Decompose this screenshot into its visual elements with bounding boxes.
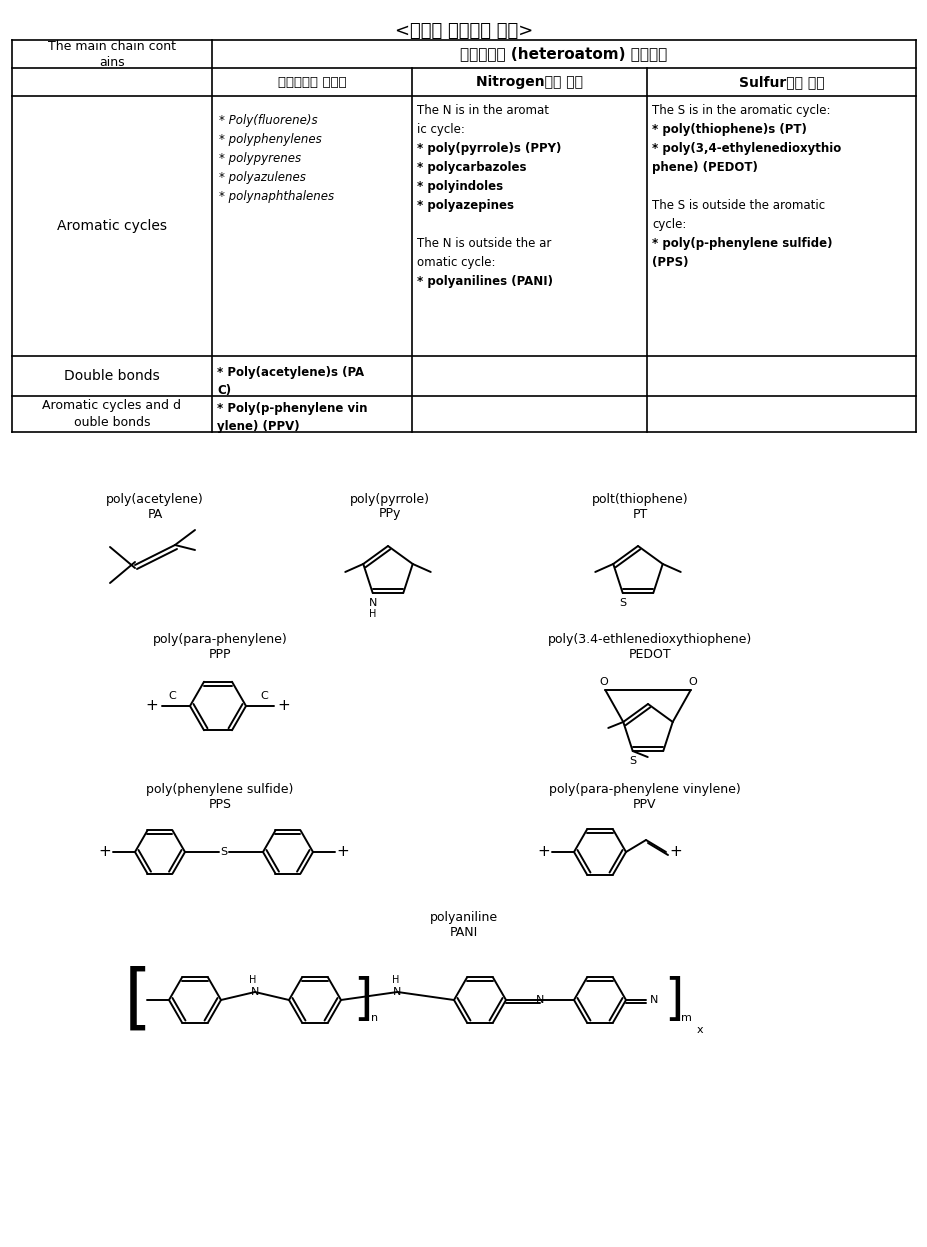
Text: Aromatic cycles: Aromatic cycles <box>57 219 167 233</box>
Text: * poly(3,4-ethylenedioxythio: * poly(3,4-ethylenedioxythio <box>652 142 841 155</box>
Text: * Poly(fluorene)s: * Poly(fluorene)s <box>219 113 317 127</box>
Text: PPy: PPy <box>378 508 400 520</box>
Text: * poly(p-phenylene sulfide): * poly(p-phenylene sulfide) <box>652 237 832 249</box>
Text: N: N <box>250 986 259 998</box>
Text: * polyanilines (PANI): * polyanilines (PANI) <box>416 276 552 288</box>
Text: N: N <box>368 599 376 609</box>
Text: N: N <box>535 995 543 1005</box>
Text: +: + <box>277 698 290 713</box>
Text: Nitrogen원자 포함: Nitrogen원자 포함 <box>476 75 582 89</box>
Text: * Poly(p-phenylene vin: * Poly(p-phenylene vin <box>217 402 367 415</box>
Text: m: m <box>679 1013 691 1023</box>
Text: poly(para-phenylene vinylene): poly(para-phenylene vinylene) <box>549 783 740 797</box>
Text: S: S <box>629 756 636 766</box>
Text: The main chain cont
ains: The main chain cont ains <box>48 40 176 69</box>
Text: H: H <box>249 975 257 985</box>
Text: N: N <box>649 995 657 1005</box>
Text: cycle:: cycle: <box>652 218 686 231</box>
Text: O: O <box>688 677 696 687</box>
Text: The S is outside the aromatic: The S is outside the aromatic <box>652 200 824 212</box>
Text: polyaniline: polyaniline <box>429 912 498 924</box>
Text: +: + <box>537 844 550 859</box>
Text: N: N <box>393 986 401 998</box>
Text: PA: PA <box>147 508 162 520</box>
Text: x: x <box>696 1025 703 1035</box>
Text: The N is in the aromat: The N is in the aromat <box>416 104 549 117</box>
Text: +: + <box>337 844 349 859</box>
Text: <전도성 고분자의 종류>: <전도성 고분자의 종류> <box>395 22 532 40</box>
Text: O: O <box>598 677 607 687</box>
Text: PANI: PANI <box>450 925 477 939</box>
Text: PEDOT: PEDOT <box>628 647 670 661</box>
Text: PPS: PPS <box>209 798 231 811</box>
Text: ylene) (PPV): ylene) (PPV) <box>217 420 299 433</box>
Text: C: C <box>260 691 268 701</box>
Text: 헤테로원자 미포함: 헤테로원자 미포함 <box>277 76 346 89</box>
Text: Double bonds: Double bonds <box>64 369 159 383</box>
Text: [: [ <box>123 965 152 1035</box>
Text: ]: ] <box>353 976 373 1024</box>
Text: S: S <box>221 847 227 857</box>
Text: * Poly(acetylene)s (PA: * Poly(acetylene)s (PA <box>217 367 363 379</box>
Text: * polyazepines: * polyazepines <box>416 200 514 212</box>
Text: * poly(pyrrole)s (PPY): * poly(pyrrole)s (PPY) <box>416 142 561 155</box>
Text: poly(para-phenylene): poly(para-phenylene) <box>152 633 287 646</box>
Text: poly(3.4-ethlenedioxythiophene): poly(3.4-ethlenedioxythiophene) <box>547 633 751 646</box>
Text: poly(acetylene): poly(acetylene) <box>106 494 204 506</box>
Text: poly(pyrrole): poly(pyrrole) <box>349 494 429 506</box>
Text: S: S <box>618 599 626 609</box>
Text: The N is outside the ar: The N is outside the ar <box>416 237 551 249</box>
Text: +: + <box>146 698 159 713</box>
Text: ic cycle:: ic cycle: <box>416 123 464 136</box>
Text: PT: PT <box>631 508 647 520</box>
Text: ]: ] <box>664 976 683 1024</box>
Text: * polyphenylenes: * polyphenylenes <box>219 133 322 146</box>
Text: phene) (PEDOT): phene) (PEDOT) <box>652 161 757 175</box>
Text: +: + <box>669 844 681 859</box>
Text: PPV: PPV <box>632 798 656 811</box>
Text: omatic cycle:: omatic cycle: <box>416 256 495 269</box>
Text: * polycarbazoles: * polycarbazoles <box>416 161 526 175</box>
Text: The S is in the aromatic cycle:: The S is in the aromatic cycle: <box>652 104 830 117</box>
Text: * polypyrenes: * polypyrenes <box>219 152 300 165</box>
Text: * polyindoles: * polyindoles <box>416 180 502 193</box>
Text: (PPS): (PPS) <box>652 256 688 269</box>
Text: H: H <box>369 609 376 619</box>
Text: PPP: PPP <box>209 647 231 661</box>
Text: * poly(thiophene)s (PT): * poly(thiophene)s (PT) <box>652 123 806 136</box>
Text: * polyazulenes: * polyazulenes <box>219 171 306 185</box>
Text: C): C) <box>217 384 231 397</box>
Text: 헤테로원자 (heteroatom) 포함여부: 헤테로원자 (heteroatom) 포함여부 <box>460 46 667 61</box>
Text: * polynaphthalenes: * polynaphthalenes <box>219 190 334 203</box>
Text: Aromatic cycles and d
ouble bonds: Aromatic cycles and d ouble bonds <box>43 399 182 429</box>
Text: Sulfur원자 포함: Sulfur원자 포함 <box>738 75 823 89</box>
Text: poly(phenylene sulfide): poly(phenylene sulfide) <box>146 783 293 797</box>
Text: polt(thiophene): polt(thiophene) <box>591 494 688 506</box>
Text: +: + <box>98 844 111 859</box>
Text: n: n <box>371 1013 378 1023</box>
Text: C: C <box>168 691 176 701</box>
Text: H: H <box>391 975 399 985</box>
